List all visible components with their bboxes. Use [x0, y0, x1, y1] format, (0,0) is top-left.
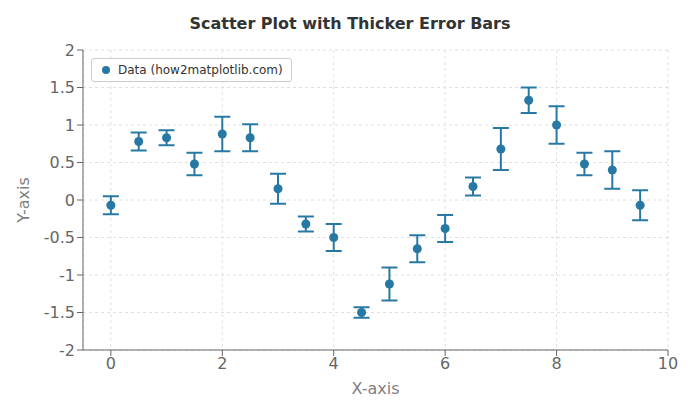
- svg-text:0: 0: [65, 191, 75, 210]
- svg-text:2: 2: [65, 41, 75, 60]
- svg-text:8: 8: [551, 354, 561, 373]
- svg-text:2: 2: [217, 354, 227, 373]
- svg-text:6: 6: [440, 354, 450, 373]
- svg-text:0.5: 0.5: [50, 153, 75, 172]
- html-text:Scatter Plot with Thicker Erro: Scatter Plot with Thicker Error Bars: [189, 14, 511, 33]
- svg-text:4: 4: [329, 354, 339, 373]
- svg-text:10: 10: [658, 354, 678, 373]
- svg-text:-1: -1: [59, 266, 75, 285]
- svg-text:-2: -2: [59, 341, 75, 360]
- svg-text:X-axis: X-axis: [352, 379, 400, 398]
- svg-text:-0.5: -0.5: [44, 228, 75, 247]
- svg-text:1.5: 1.5: [50, 78, 75, 97]
- svg-text:1: 1: [65, 116, 75, 135]
- svg-text:0: 0: [106, 354, 116, 373]
- svg-text:Y-axis: Y-axis: [14, 177, 33, 224]
- html-text:Data (how2matplotlib.com): Data (how2matplotlib.com): [118, 63, 283, 77]
- svg-text:-1.5: -1.5: [44, 303, 75, 322]
